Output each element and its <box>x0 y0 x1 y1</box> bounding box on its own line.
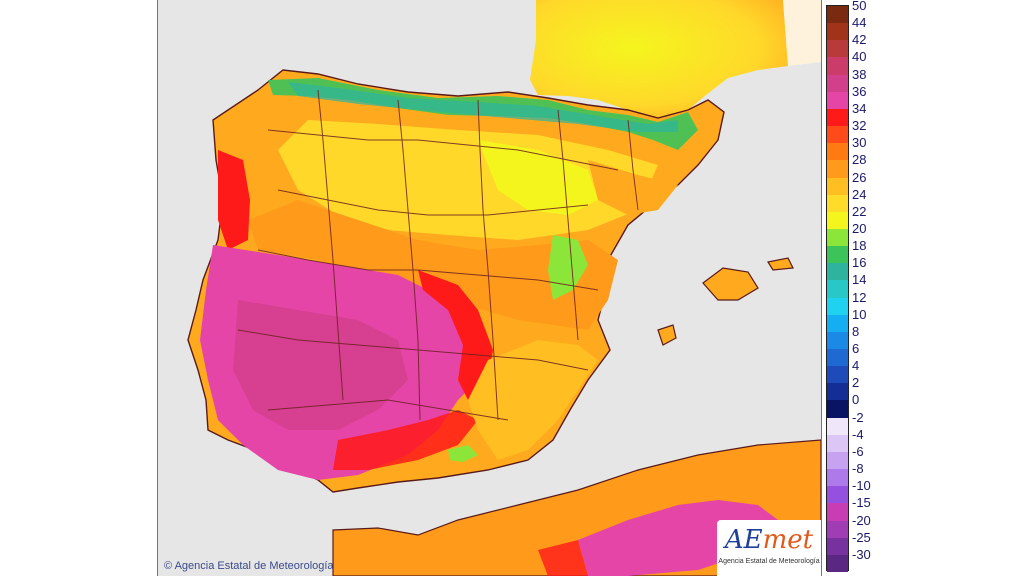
legend-swatch <box>827 228 848 247</box>
legend-swatch <box>827 280 848 299</box>
legend-label: 16 <box>852 255 867 271</box>
legend-label: -25 <box>852 529 871 545</box>
legend-label: 50 <box>852 0 867 13</box>
copyright-label: Agencia Estatal de Meteorología <box>174 560 334 572</box>
legend-label: -30 <box>852 546 871 562</box>
legend-swatch <box>827 57 848 76</box>
iberia-temperature-map <box>187 0 821 576</box>
legend-label: 8 <box>852 323 860 339</box>
logo-wordmark: AEmet <box>724 525 814 555</box>
legend-label: -15 <box>852 495 871 511</box>
legend-swatch <box>827 366 848 384</box>
ebro-valley <box>588 160 678 215</box>
legend-swatch <box>827 246 848 264</box>
ibiza <box>657 324 677 346</box>
legend-swatch <box>827 314 848 333</box>
legend-swatch <box>827 194 848 213</box>
mallorca <box>702 267 759 301</box>
legend-swatch <box>827 263 848 281</box>
legend-swatch <box>827 40 848 58</box>
legend-label: -4 <box>852 426 864 442</box>
legend-swatch <box>827 503 848 522</box>
legend-label: 32 <box>852 118 867 134</box>
legend-swatch <box>827 331 848 350</box>
menorca <box>767 257 794 271</box>
legend-label: 14 <box>852 272 867 288</box>
south-red <box>333 410 478 470</box>
france-region <box>530 0 788 118</box>
legend-label: 42 <box>852 32 867 48</box>
legend-label: 28 <box>852 152 867 168</box>
sierra-nevada-green <box>448 445 478 462</box>
legend-label: 36 <box>852 83 867 99</box>
legend-swatch <box>827 554 848 573</box>
legend-color-bar <box>826 5 849 573</box>
central-plateau <box>248 200 618 330</box>
legend-swatch <box>827 537 848 556</box>
legend-label: 0 <box>852 392 860 408</box>
legend-swatch <box>827 23 848 41</box>
central-red <box>418 270 493 400</box>
legend-label: 38 <box>852 66 867 82</box>
legend-label: 10 <box>852 306 867 322</box>
legend-label: 34 <box>852 100 867 116</box>
legend-swatch <box>827 126 848 144</box>
legend-swatch <box>827 349 848 367</box>
legend-swatch <box>827 451 848 470</box>
legend-label: -2 <box>852 409 864 425</box>
legend-swatch <box>827 160 848 178</box>
legend-swatch <box>827 417 848 436</box>
legend-swatch <box>827 177 848 196</box>
province-borders <box>237 89 639 421</box>
legend-label: 40 <box>852 49 867 65</box>
copyright-icon: © <box>164 560 173 572</box>
temperature-map: © Agencia Estatal de Meteorología AEmet … <box>157 0 822 576</box>
legend-label: 4 <box>852 358 860 374</box>
aemet-logo: AEmet Agencia Estatal de Meteorología <box>717 520 821 576</box>
legend-swatch <box>827 108 848 127</box>
legend-label: 44 <box>852 15 867 31</box>
legend-label: 2 <box>852 375 860 391</box>
legend-swatch <box>827 143 848 161</box>
legend-label: 20 <box>852 220 867 236</box>
legend-swatch <box>827 74 848 93</box>
legend-label: -6 <box>852 443 864 459</box>
southeast-region <box>468 340 598 460</box>
legend-label: -8 <box>852 461 864 477</box>
africa-red-fringe <box>538 540 588 576</box>
legend-label: 18 <box>852 238 867 254</box>
legend-swatch <box>827 486 848 504</box>
legend-swatch <box>827 91 848 110</box>
legend-swatch <box>827 383 848 401</box>
legend-label: -20 <box>852 512 871 528</box>
legend-label: 22 <box>852 203 867 219</box>
legend-swatch <box>827 469 848 487</box>
legend-swatch <box>827 297 848 316</box>
legend-label: 26 <box>852 169 867 185</box>
legend-swatch <box>827 520 848 539</box>
legend-swatch <box>827 6 848 24</box>
legend-label: -10 <box>852 478 871 494</box>
france-corner <box>783 0 821 66</box>
legend-label: 30 <box>852 135 867 151</box>
northeast-yellow <box>478 140 598 215</box>
legend-swatch <box>827 434 848 453</box>
west-coast-heat <box>218 150 250 250</box>
southwest-deep <box>233 300 408 430</box>
legend-label: 6 <box>852 341 860 357</box>
legend-label: 12 <box>852 289 867 305</box>
legend-swatch <box>827 400 848 419</box>
legend-swatch <box>827 211 848 230</box>
cantabrian-teal <box>288 82 678 132</box>
legend-label: 24 <box>852 186 867 202</box>
logo-subtitle: Agencia Estatal de Meteorología <box>718 558 820 565</box>
copyright-text: © Agencia Estatal de Meteorología <box>164 560 334 572</box>
